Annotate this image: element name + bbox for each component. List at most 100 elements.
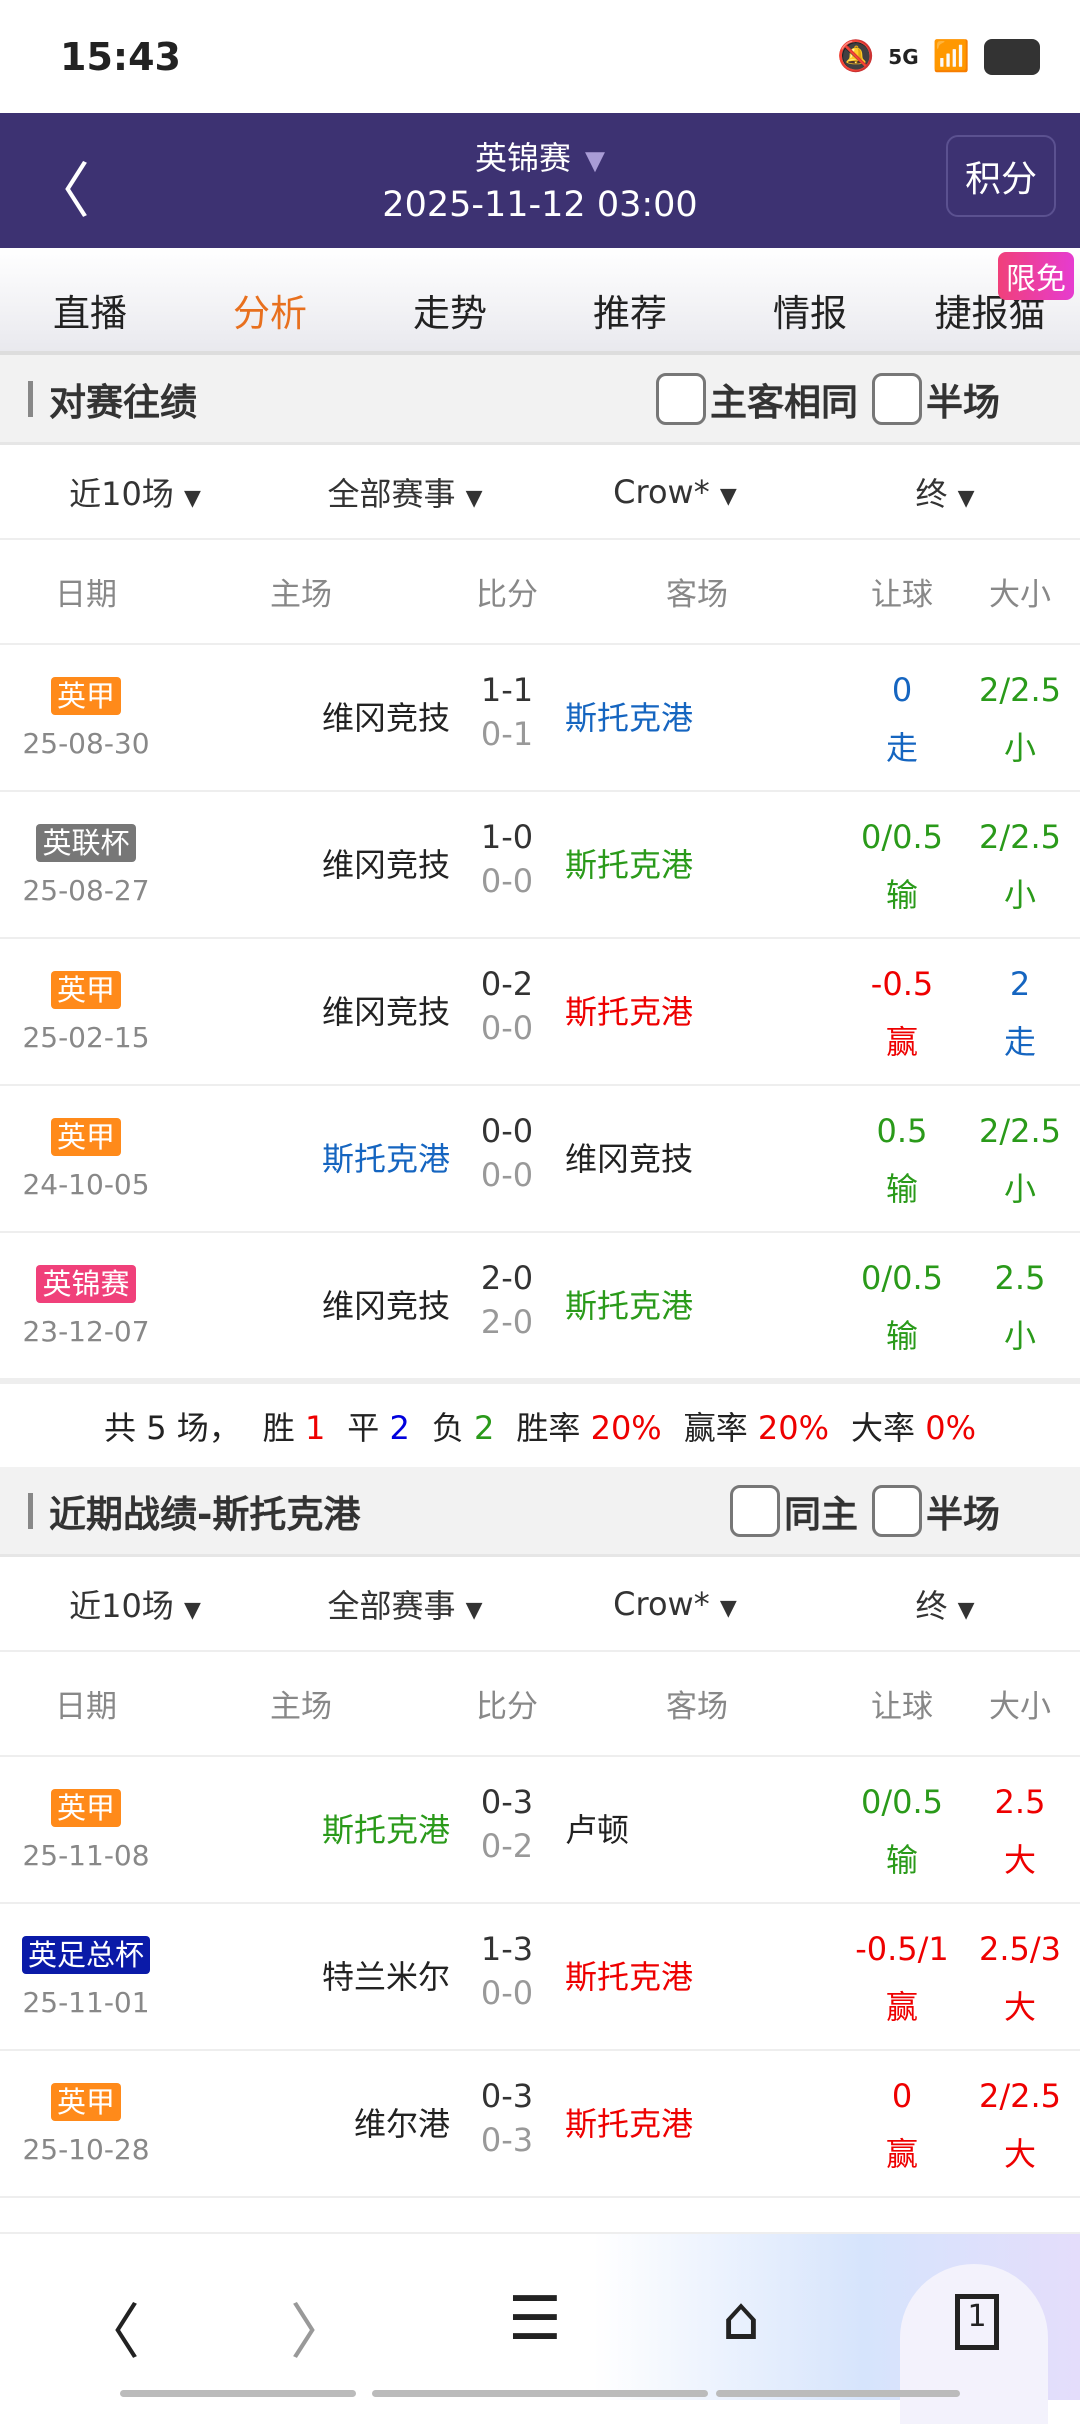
table-row[interactable]: 英足总杯 25-11-01 特兰米尔 1-3 0-0 斯托克港 -0.5/1 赢… [0, 1904, 1080, 2051]
match-date: 25-11-08 [22, 1839, 150, 1872]
away-team[interactable]: 维冈竞技 [565, 1140, 694, 1178]
column-header: 日期 [55, 1689, 117, 1725]
handicap-result: 输 [885, 1170, 918, 1208]
away-team[interactable]: 斯托克港 [565, 1287, 694, 1325]
nav-forward-icon[interactable]: 〉 [290, 2298, 350, 2368]
home-team[interactable]: 斯托克港 [321, 1140, 450, 1178]
win-label: 胜 [262, 1408, 295, 1447]
checkbox-box[interactable] [872, 1484, 922, 1537]
dropdown-icon: ▼ [585, 146, 605, 176]
checkbox-label: 半场 [926, 380, 1000, 424]
half-score: 0-0 [480, 1974, 534, 2012]
filter-dropdown[interactable]: 近10场 ▼ [0, 469, 270, 515]
dropdown-icon: ▼ [957, 485, 975, 511]
table-row[interactable]: 英联杯 25-08-27 维冈竞技 1-0 0-0 斯托克港 0/0.5 输 2… [0, 792, 1080, 939]
ou-line: 2/2.5 [978, 671, 1062, 709]
checkbox-label: 同主 [784, 1492, 858, 1536]
filter-dropdown[interactable]: 全部赛事 ▼ [270, 1581, 540, 1627]
tab-trend[interactable]: 走势 [413, 291, 487, 335]
table-row[interactable]: 英甲 25-11-08 斯托克港 0-3 0-2 卢顿 0/0.5 输 2.5 … [0, 1757, 1080, 1904]
table-row[interactable]: 英甲 25-10-28 维尔港 0-3 0-3 斯托克港 0 赢 2/2.5 大 [0, 2051, 1080, 2198]
league-badge: 英联杯 [0, 820, 172, 862]
win-rate-label: 胜率 [516, 1408, 581, 1447]
home-team[interactable]: 特兰米尔 [321, 1958, 450, 1996]
filter-label: 近10场 [69, 1586, 174, 1625]
league-badge: 英甲 [0, 673, 172, 715]
dropdown-icon: ▼ [465, 1597, 483, 1623]
filter-label: 近10场 [69, 474, 174, 513]
standings-button[interactable]: 积分 [946, 135, 1056, 217]
filter-dropdown[interactable]: 近10场 ▼ [0, 1581, 270, 1627]
away-team[interactable]: 斯托克港 [565, 699, 694, 737]
home-icon[interactable]: ⌂ [722, 2284, 761, 2354]
away-team[interactable]: 卢顿 [565, 1811, 630, 1849]
browser-bottom-nav: 〈 〉 ☰ ⌂ 1 [0, 2232, 1080, 2424]
league-label: 英甲 [50, 2083, 121, 2121]
handicap-result: 输 [885, 1841, 918, 1879]
filter-dropdown[interactable]: 终 ▼ [810, 1581, 1080, 1627]
dropdown-icon: ▼ [183, 485, 201, 511]
handicap-line: 0.5 [876, 1112, 928, 1150]
checkbox-1[interactable]: 主客相同 [656, 372, 858, 426]
checkbox-box[interactable] [730, 1484, 780, 1537]
home-team[interactable]: 维冈竞技 [321, 993, 450, 1031]
checkbox-half[interactable]: 半场 [872, 1484, 1000, 1538]
column-header: 比分 [476, 577, 538, 613]
dropdown-icon: ▼ [183, 1597, 201, 1623]
menu-icon[interactable]: ☰ [508, 2284, 562, 2354]
back-icon[interactable]: 〈 [30, 157, 90, 227]
handicap-rate: 20% [757, 1408, 830, 1447]
draw-count: 2 [389, 1408, 410, 1447]
nav-back-icon[interactable]: 〈 [80, 2298, 140, 2368]
ou-line: 2/2.5 [978, 818, 1062, 856]
filter-dropdown[interactable]: Crow* ▼ [540, 1585, 810, 1623]
checkbox-box[interactable] [872, 372, 922, 425]
table-row[interactable]: 英甲 25-02-15 维冈竞技 0-2 0-0 斯托克港 -0.5 赢 2 走 [0, 939, 1080, 1086]
column-headers: 日期 主场 比分 客场 让球 大小 [0, 540, 1080, 645]
column-header: 让球 [871, 577, 933, 613]
home-team[interactable]: 维冈竞技 [321, 699, 450, 737]
tab-recommend[interactable]: 推荐 [593, 291, 667, 335]
home-team[interactable]: 维尔港 [353, 2105, 450, 2143]
tabs-button[interactable]: 1 [900, 2264, 1048, 2424]
away-team[interactable]: 斯托克港 [565, 1958, 694, 1996]
checkbox-box[interactable] [656, 372, 706, 425]
free-badge: 限免 [998, 252, 1074, 300]
half-score: 0-2 [480, 1827, 534, 1865]
battery-icon [984, 38, 1040, 75]
table-row[interactable]: 英甲 25-08-30 维冈竞技 1-1 0-1 斯托克港 0 走 2/2.5 … [0, 645, 1080, 792]
home-team[interactable]: 维冈竞技 [321, 846, 450, 884]
section-marker [28, 1492, 33, 1529]
league-selector[interactable]: 英锦赛 ▼ [0, 133, 1080, 179]
checkbox-label: 主客相同 [710, 380, 858, 424]
league-label: 英锦赛 [36, 1265, 136, 1303]
filter-dropdown[interactable]: 全部赛事 ▼ [270, 469, 540, 515]
filter-dropdown[interactable]: Crow* ▼ [540, 473, 810, 511]
away-team[interactable]: 斯托克港 [565, 846, 694, 884]
tab-intel[interactable]: 情报 [773, 291, 847, 335]
tab-count-icon: 1 [955, 2294, 999, 2350]
away-team[interactable]: 斯托克港 [565, 2105, 694, 2143]
scroll-indicator [120, 2390, 356, 2397]
tab-analysis[interactable]: 分析 [233, 291, 307, 335]
status-bar: 15:43 🔕 5G 📶 [0, 0, 1080, 113]
ou-line: 2.5 [994, 1783, 1046, 1821]
checkbox-half[interactable]: 半场 [872, 372, 1000, 426]
handicap-result: 赢 [885, 1988, 918, 2026]
ou-line: 2/2.5 [978, 1112, 1062, 1150]
table-row[interactable]: 英甲 24-10-05 斯托克港 0-0 0-0 维冈竞技 0.5 输 2/2.… [0, 1086, 1080, 1233]
handicap-line: -0.5/1 [855, 1930, 949, 1968]
league-label: 英甲 [50, 971, 121, 1009]
dropdown-icon: ▼ [719, 1595, 737, 1621]
dropdown-icon: ▼ [465, 485, 483, 511]
ou-result: 小 [1003, 729, 1036, 767]
home-team[interactable]: 斯托克港 [321, 1811, 450, 1849]
away-team[interactable]: 斯托克港 [565, 993, 694, 1031]
handicap-result: 走 [885, 729, 918, 767]
checkbox-1[interactable]: 同主 [730, 1484, 858, 1538]
tab-live[interactable]: 直播 [53, 291, 127, 335]
column-header: 客场 [666, 1689, 728, 1725]
home-team[interactable]: 维冈竞技 [321, 1287, 450, 1325]
filter-dropdown[interactable]: 终 ▼ [810, 469, 1080, 515]
table-row[interactable]: 英锦赛 23-12-07 维冈竞技 2-0 2-0 斯托克港 0/0.5 输 2… [0, 1233, 1080, 1380]
